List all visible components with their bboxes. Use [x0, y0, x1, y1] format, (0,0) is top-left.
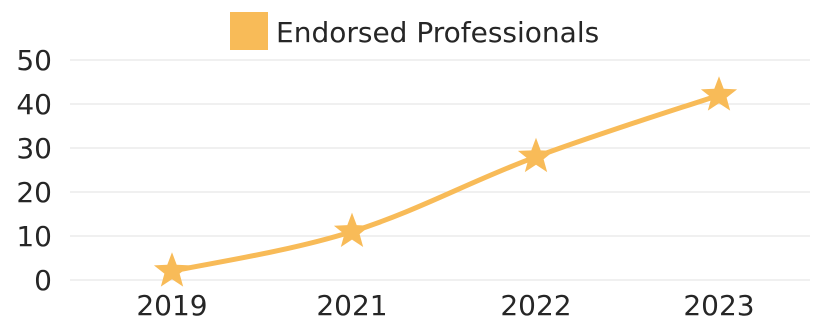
legend-label-endorsed-professionals: Endorsed Professionals [276, 16, 599, 49]
y-tick-label: 30 [16, 132, 52, 165]
x-tick-label: 2022 [500, 289, 571, 322]
y-axis-tick-labels: 0 10 20 30 40 50 [16, 44, 52, 297]
series-endorsed-professionals [153, 76, 738, 287]
y-tick-label: 20 [16, 176, 52, 209]
x-tick-label: 2019 [136, 289, 207, 322]
y-tick-label: 50 [16, 44, 52, 77]
legend: Endorsed Professionals [230, 12, 599, 50]
gridlines [70, 59, 810, 281]
data-point-star [153, 252, 191, 287]
x-tick-label: 2021 [316, 289, 387, 322]
legend-swatch-endorsed-professionals [230, 12, 268, 50]
series-line-endorsed-professionals [169, 92, 722, 274]
x-tick-label: 2023 [683, 289, 754, 322]
y-tick-label: 10 [16, 220, 52, 253]
y-tick-label: 0 [34, 264, 52, 297]
data-point-star [517, 137, 555, 173]
data-point-star [333, 212, 371, 247]
x-axis-tick-labels: 2019 2021 2022 2023 [136, 289, 754, 322]
y-tick-label: 40 [16, 88, 52, 121]
data-point-star [700, 76, 738, 111]
